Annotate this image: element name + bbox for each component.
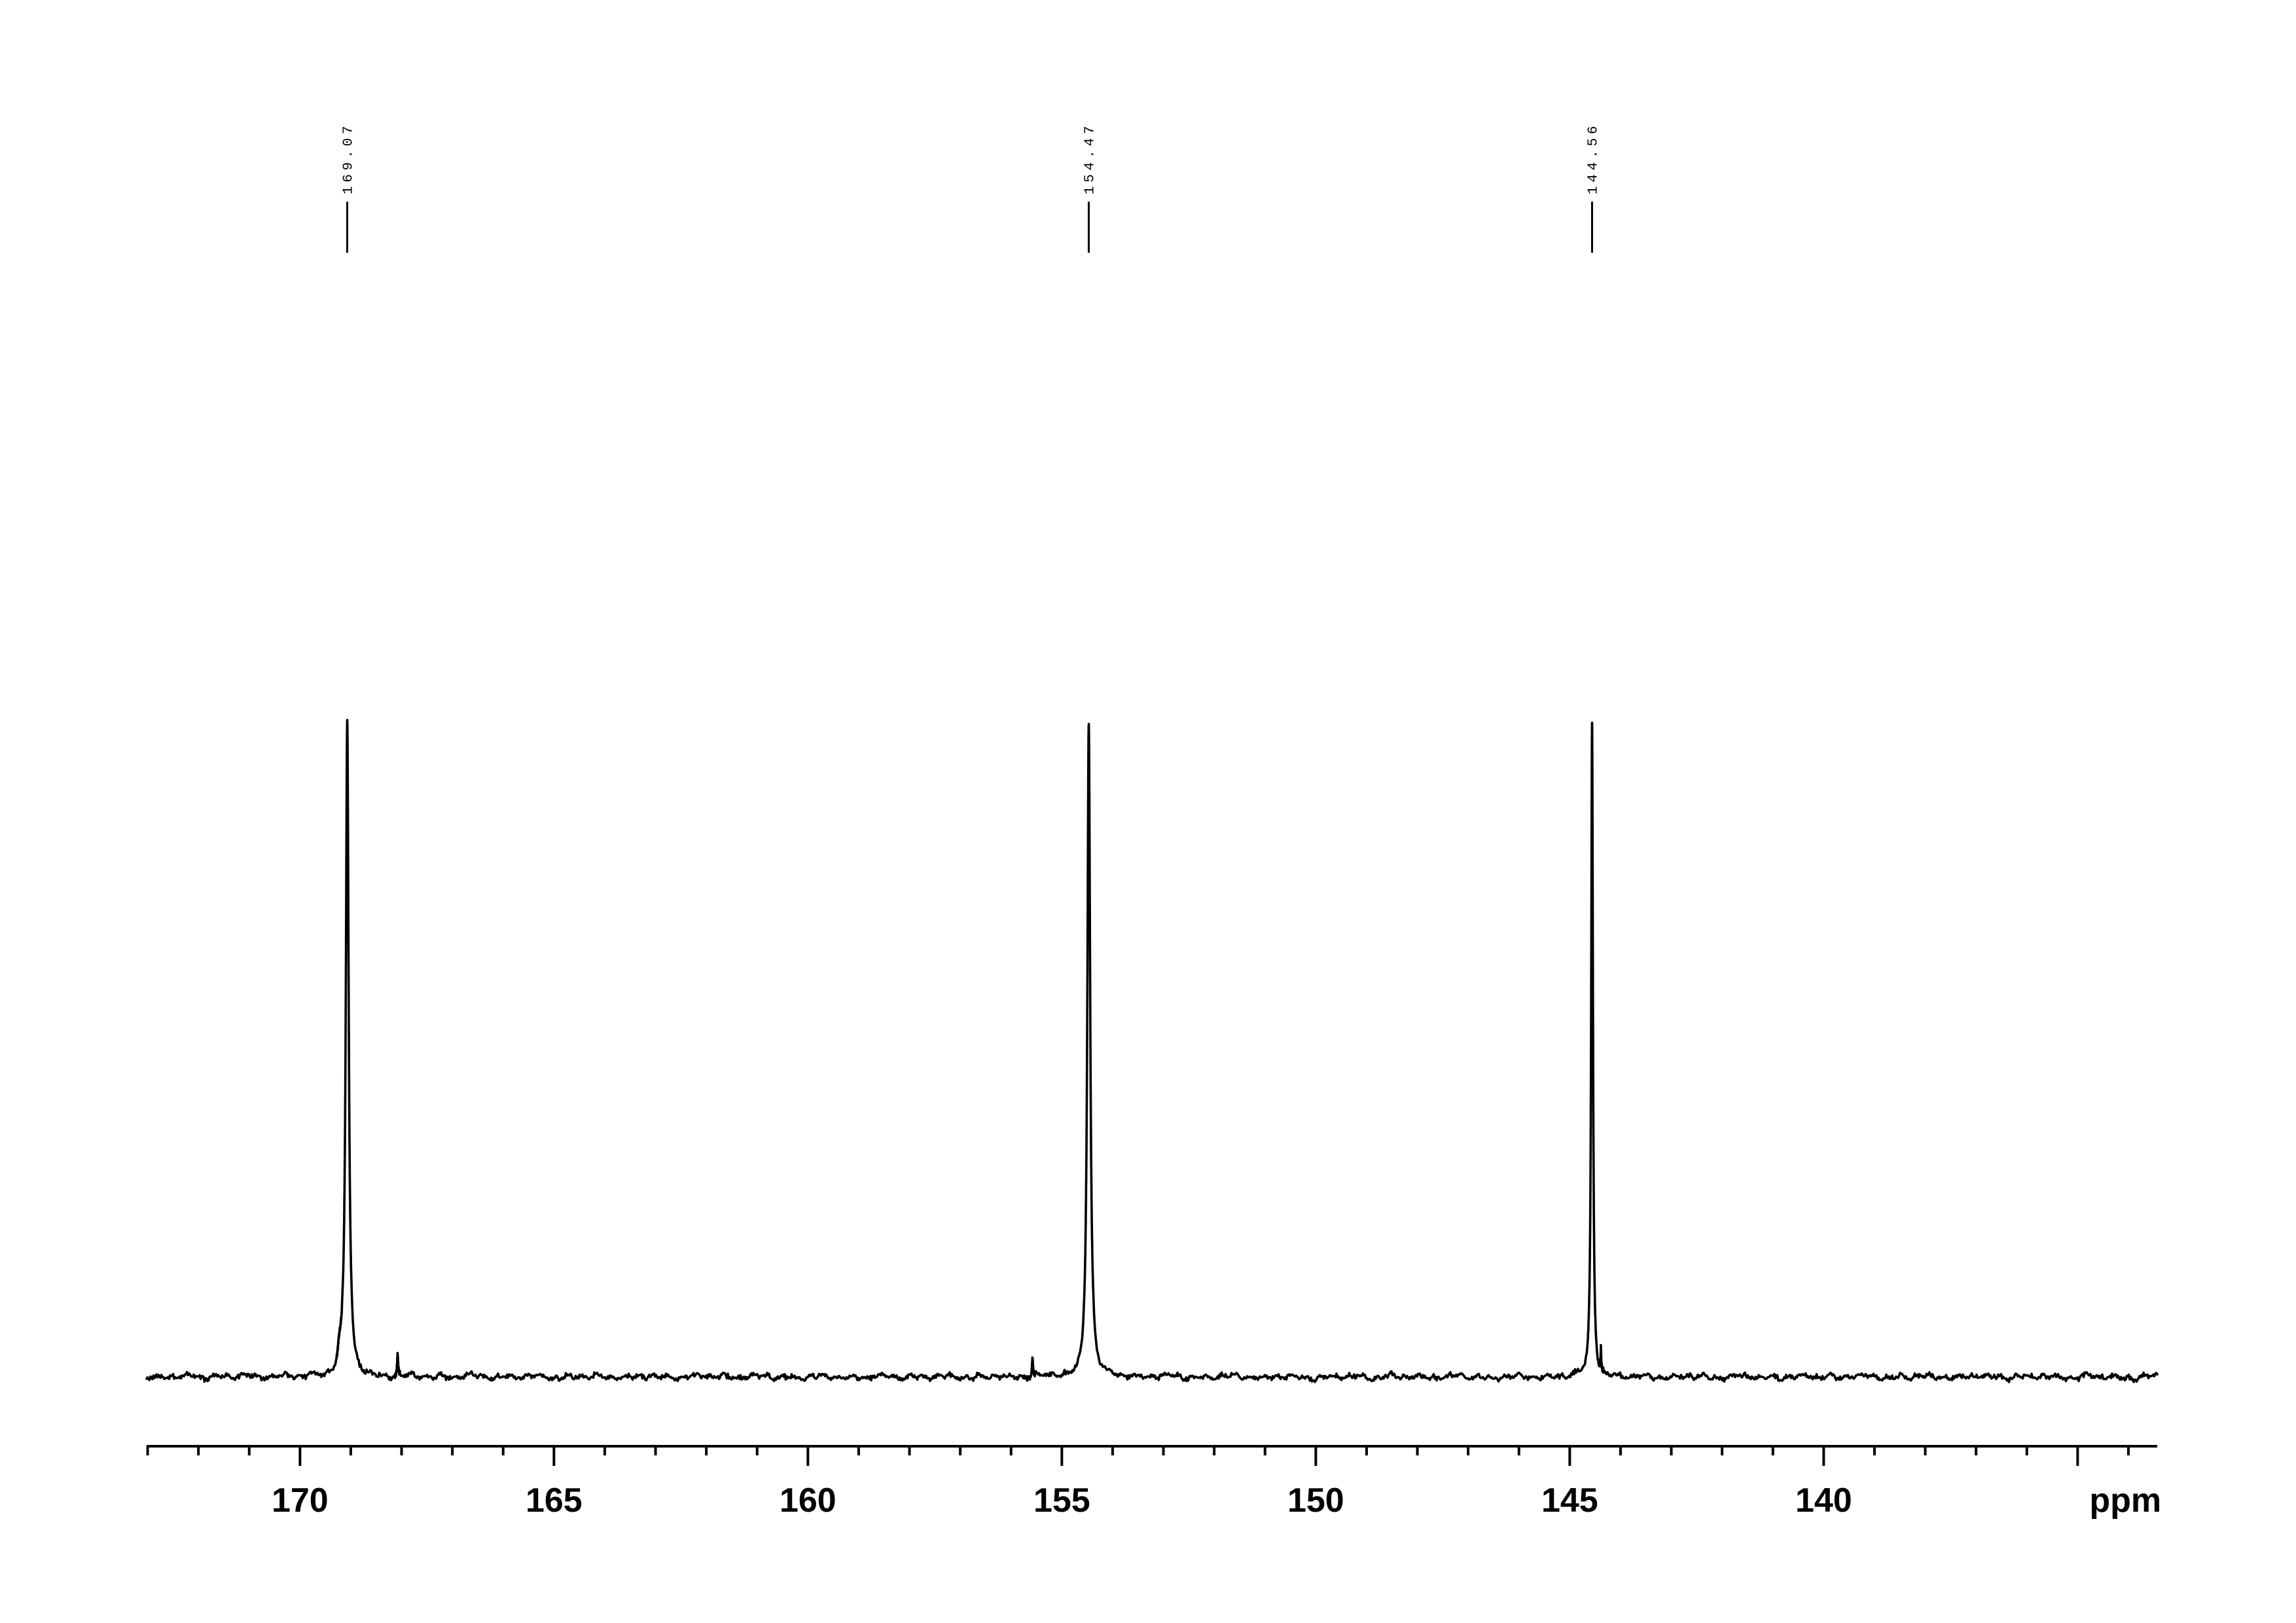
svg-text:ppm: ppm bbox=[2089, 1482, 2161, 1520]
svg-text:165: 165 bbox=[526, 1482, 583, 1520]
svg-text:169.07: 169.07 bbox=[342, 122, 357, 194]
svg-text:140: 140 bbox=[1795, 1482, 1852, 1520]
svg-text:144.56: 144.56 bbox=[1587, 122, 1602, 194]
svg-text:150: 150 bbox=[1287, 1482, 1344, 1520]
svg-text:154.47: 154.47 bbox=[1083, 122, 1098, 194]
svg-text:145: 145 bbox=[1541, 1482, 1598, 1520]
svg-text:160: 160 bbox=[780, 1482, 836, 1520]
svg-text:155: 155 bbox=[1033, 1482, 1090, 1520]
svg-text:170: 170 bbox=[272, 1482, 329, 1520]
